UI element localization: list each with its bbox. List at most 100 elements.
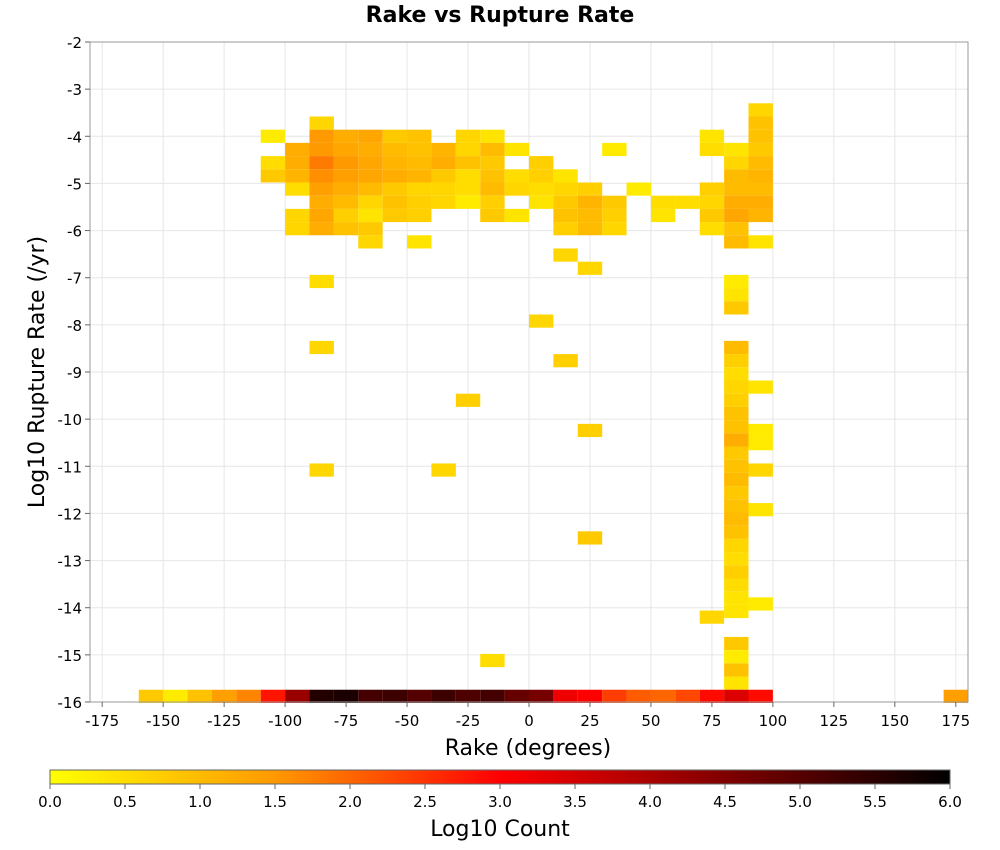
heatmap-cell [309, 340, 334, 355]
heatmap-cell [602, 142, 627, 157]
y-tick-label: -16 [58, 694, 83, 712]
heatmap-cell [358, 208, 383, 223]
heatmap-cell [724, 222, 749, 236]
heatmap-cell [285, 169, 310, 183]
heatmap-cell [163, 689, 188, 703]
heatmap-cell [480, 182, 505, 196]
heatmap-cells [138, 103, 968, 703]
heatmap-cell [285, 142, 310, 157]
heatmap-cell [699, 195, 725, 209]
y-tick-label: -8 [67, 317, 82, 335]
heatmap-cell [407, 208, 432, 223]
heatmap-cell [748, 689, 773, 703]
heatmap-cell [650, 195, 676, 209]
heatmap-cell [724, 169, 749, 183]
heatmap-cell [529, 169, 554, 183]
heatmap-cell [602, 222, 627, 236]
heatmap-cell [602, 195, 627, 209]
heatmap-cell [626, 689, 651, 703]
heatmap-cell [309, 274, 334, 289]
heatmap-cell [211, 689, 237, 703]
heatmap-cell [480, 142, 505, 157]
heatmap-cell [358, 182, 383, 196]
heatmap-cell [553, 689, 578, 703]
heatmap-cell [504, 208, 529, 223]
heatmap-cell [553, 182, 578, 196]
x-tick-label: 25 [580, 712, 599, 730]
heatmap-cell [577, 689, 603, 703]
heatmap-cell [309, 129, 334, 143]
x-tick-label: -25 [456, 712, 481, 730]
heatmap-cell [455, 393, 481, 407]
heatmap-cell [431, 169, 456, 183]
heatmap-cell [748, 182, 773, 196]
heatmap-cell [333, 195, 359, 209]
heatmap-cell [748, 597, 773, 611]
heatmap-cell [748, 423, 773, 438]
colorbar-ticks: 0.0 0.5 1.0 1.5 2.0 2.5 3.0 3.5 4.0 4.5 5.0 5.5 6.0 [38, 784, 962, 811]
heatmap-cell [260, 169, 286, 183]
heatmap-cell [748, 380, 773, 394]
heatmap-cell [724, 578, 749, 592]
heatmap-cell [480, 653, 505, 668]
colorbar-tick-label: 3.0 [488, 793, 512, 811]
y-tick-label: -15 [58, 647, 83, 665]
heatmap-cell [529, 314, 554, 328]
heatmap-cell [943, 689, 968, 703]
heatmap-cell [333, 129, 359, 143]
heatmap-cell [333, 156, 359, 170]
heatmap-cell [309, 195, 334, 209]
heatmap-cell [724, 433, 749, 447]
heatmap-cell [333, 169, 359, 183]
heatmap-cell [699, 129, 725, 143]
x-tick-label: -150 [146, 712, 180, 730]
y-tick-label: -5 [67, 175, 82, 193]
heatmap-cell [504, 689, 529, 703]
heatmap-cell [285, 156, 310, 170]
heatmap-cell [529, 156, 554, 170]
heatmap-cell [675, 195, 700, 209]
colorbar-tick-label: 2.5 [413, 793, 437, 811]
heatmap-cell [748, 103, 773, 117]
heatmap-cell [724, 446, 749, 460]
x-tick-label: -175 [85, 712, 119, 730]
heatmap-cell [699, 689, 725, 703]
heatmap-cell [358, 142, 383, 157]
colorbar-tick-label: 4.5 [713, 793, 737, 811]
heatmap-cell [407, 142, 432, 157]
y-axis-label: Log10 Rupture Rate (/yr) [25, 236, 50, 508]
y-tick-label: -6 [67, 223, 82, 241]
colorbar-tick-label: 5.0 [788, 793, 812, 811]
heatmap-cell [577, 208, 603, 223]
y-tick-label: -3 [67, 81, 82, 99]
heatmap-cell [480, 208, 505, 223]
heatmap-cell [480, 129, 505, 143]
heatmap-cell [358, 689, 383, 703]
heatmap-cell [724, 459, 749, 473]
heatmap-cell [407, 182, 432, 196]
heatmap-cell [407, 689, 432, 703]
heatmap-cell [455, 182, 481, 196]
colorbar-tick-label: 1.0 [188, 793, 212, 811]
heatmap-cell [577, 531, 603, 545]
heatmap-cell [407, 195, 432, 209]
heatmap-cell [699, 182, 725, 196]
heatmap-cell [309, 116, 334, 130]
heatmap-cell [309, 208, 334, 223]
y-tick-label: -14 [58, 600, 83, 618]
heatmap-cell [358, 129, 383, 143]
heatmap-cell [285, 208, 310, 223]
heatmap-cell [480, 689, 505, 703]
heatmap-cell [699, 610, 725, 624]
heatmap-cell [309, 463, 334, 477]
heatmap-cell [724, 472, 749, 487]
heatmap-cell [675, 689, 700, 703]
heatmap-cell [382, 129, 408, 143]
heatmap-cell [724, 235, 749, 249]
heatmap-cell [650, 689, 676, 703]
heatmap-cell [748, 463, 773, 477]
x-tick-label: -75 [334, 712, 359, 730]
heatmap-cell [138, 689, 164, 703]
heatmap-cell [407, 169, 432, 183]
